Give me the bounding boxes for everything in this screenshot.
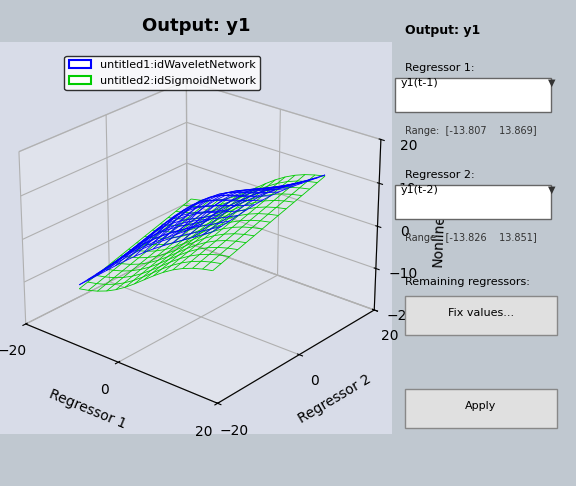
Text: Apply: Apply <box>465 401 497 411</box>
Bar <box>405 296 557 335</box>
Text: Range:  [-13.807    13.869]: Range: [-13.807 13.869] <box>405 126 537 137</box>
Bar <box>395 185 551 219</box>
Text: Fix values...: Fix values... <box>448 309 514 318</box>
Y-axis label: Regressor 2: Regressor 2 <box>296 372 373 426</box>
Text: Output: y1: Output: y1 <box>405 24 480 37</box>
Text: y1(t-2): y1(t-2) <box>401 185 439 194</box>
Bar <box>405 389 557 428</box>
Text: Regressor 2:: Regressor 2: <box>405 170 475 180</box>
Bar <box>395 78 551 112</box>
Text: y1(t-1): y1(t-1) <box>401 78 439 87</box>
Text: ▼: ▼ <box>547 185 555 194</box>
X-axis label: Regressor 1: Regressor 1 <box>47 387 128 432</box>
Text: Range:  [-13.826    13.851]: Range: [-13.826 13.851] <box>405 233 537 243</box>
Legend: untitled1:idWaveletNetwork, untitled2:idSigmoidNetwork: untitled1:idWaveletNetwork, untitled2:id… <box>65 56 260 90</box>
Text: Remaining regressors:: Remaining regressors: <box>405 277 530 287</box>
Text: ▼: ▼ <box>547 78 555 87</box>
Text: Regressor 1:: Regressor 1: <box>405 63 475 73</box>
Title: Output: y1: Output: y1 <box>142 17 250 35</box>
